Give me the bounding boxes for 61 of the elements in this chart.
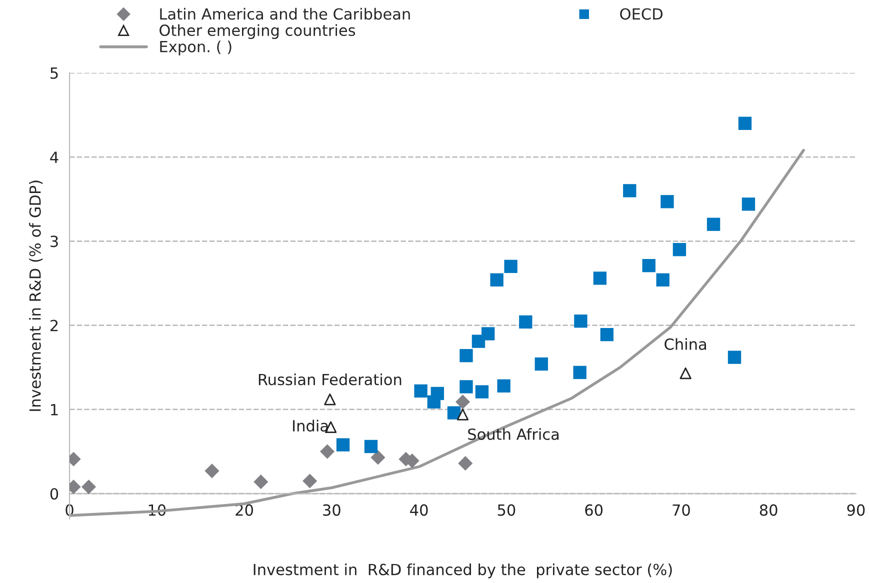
legend-label: Other emerging countries <box>160 24 356 40</box>
point <box>642 258 656 272</box>
x-tick-label: 80 <box>760 504 778 516</box>
point <box>204 464 220 478</box>
point <box>623 184 636 198</box>
point <box>414 384 428 398</box>
point <box>706 218 720 231</box>
point <box>672 243 686 256</box>
y-tick-label: 5 <box>50 68 58 79</box>
point <box>364 440 378 454</box>
legend-label: Expon. ( ) <box>160 40 232 56</box>
point <box>497 379 510 392</box>
y-tick-label: 4 <box>50 152 58 163</box>
point <box>458 456 473 471</box>
point <box>460 349 473 362</box>
annotation: Russian Federation <box>258 373 402 386</box>
point <box>534 357 548 371</box>
annotation: India <box>293 420 328 432</box>
point <box>81 480 96 494</box>
point <box>254 474 268 490</box>
y-axis-title: Investment in R&D (% of GDP) <box>29 180 43 411</box>
point <box>320 444 335 459</box>
point <box>447 406 461 420</box>
x-tick-label: 70 <box>672 504 690 516</box>
point <box>427 395 440 408</box>
point <box>738 116 752 130</box>
point <box>593 272 607 285</box>
legend-label: Latin America and the Caribbean <box>160 8 410 20</box>
x-tick-label: 90 <box>847 504 865 516</box>
point <box>455 394 470 410</box>
point <box>660 195 674 208</box>
point <box>728 350 742 364</box>
point <box>680 367 692 380</box>
annotation: South Africa <box>468 428 559 440</box>
y-tick-label: 2 <box>50 320 58 332</box>
point <box>302 474 318 488</box>
point <box>472 334 486 348</box>
point <box>742 198 756 211</box>
point <box>573 366 586 380</box>
point <box>370 450 386 465</box>
point <box>519 315 532 329</box>
point <box>336 438 350 452</box>
x-tick-label: 50 <box>498 504 516 516</box>
annotation: China <box>664 338 706 350</box>
point <box>490 273 504 286</box>
point <box>600 328 614 342</box>
x-tick-label: 60 <box>585 504 603 516</box>
legend-label: OECD <box>620 8 662 20</box>
x-axis-title: Investment in R&D financed by the private sector (%) <box>254 563 672 578</box>
x-tick-label: 40 <box>410 504 428 516</box>
x-tick-label: 30 <box>323 504 340 516</box>
y-tick-label: 3 <box>50 236 58 248</box>
point <box>456 408 469 420</box>
point <box>460 380 473 394</box>
point <box>504 260 518 274</box>
point <box>475 385 489 398</box>
y-tick-label: 0 <box>50 488 58 500</box>
point <box>656 273 670 286</box>
y-tick-label: 1 <box>51 404 58 416</box>
point <box>574 314 588 328</box>
point <box>324 394 336 406</box>
